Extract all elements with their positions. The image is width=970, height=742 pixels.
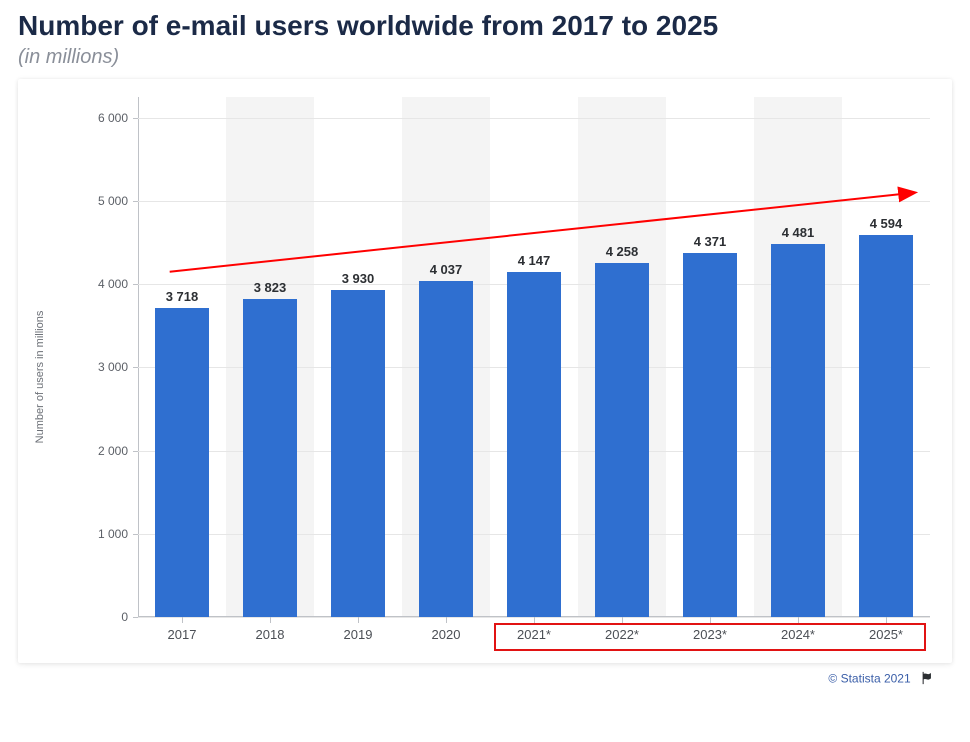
grid-line — [138, 118, 930, 119]
bar-value-label: 3 718 — [166, 289, 199, 308]
x-tick-mark — [270, 617, 271, 623]
y-tick-mark — [133, 534, 138, 535]
y-axis-line — [138, 97, 139, 617]
x-tick-label: 2025* — [842, 617, 930, 657]
bar-value-label: 4 481 — [782, 225, 815, 244]
y-tick-label: 4 000 — [98, 277, 128, 291]
bar: 4 371 — [683, 253, 738, 617]
chart-subtitle: (in millions) — [18, 46, 952, 69]
bar-slot: 4 594 — [842, 97, 930, 617]
x-tick-mark — [622, 617, 623, 623]
x-axis: 20172018201920202021*2022*2023*2024*2025… — [138, 617, 930, 657]
x-tick-label: 2021* — [490, 617, 578, 657]
y-tick-mark — [133, 284, 138, 285]
x-tick-mark — [886, 617, 887, 623]
bar: 4 258 — [595, 263, 650, 617]
plot-area: 3 718 3 823 3 930 4 037 4 147 4 258 4 371 4 481… — [138, 97, 930, 617]
flag-icon[interactable] — [920, 671, 934, 688]
bar-value-label: 4 258 — [606, 244, 639, 263]
bar: 4 037 — [419, 281, 474, 617]
x-tick-mark — [358, 617, 359, 623]
bar: 3 930 — [331, 290, 386, 617]
chart-card: Number of users in millions 3 7183 8233 … — [18, 79, 952, 663]
y-tick-mark — [133, 451, 138, 452]
y-tick-label: 5 000 — [98, 194, 128, 208]
y-tick-label: 0 — [121, 610, 128, 624]
y-tick-label: 6 000 — [98, 111, 128, 125]
bar: 3 823 — [243, 299, 298, 617]
bar-slot: 3 718 — [138, 97, 226, 617]
bar: 4 481 — [771, 244, 826, 617]
x-tick-mark — [534, 617, 535, 623]
bar-slot: 4 371 — [666, 97, 754, 617]
bar: 4 147 — [507, 272, 562, 617]
x-tick-label: 2024* — [754, 617, 842, 657]
bar-slot: 4 037 — [402, 97, 490, 617]
y-tick-mark — [133, 118, 138, 119]
y-tick-label: 2 000 — [98, 444, 128, 458]
bar: 3 718 — [155, 308, 210, 617]
bar-value-label: 4 371 — [694, 234, 727, 253]
x-tick-label: 2022* — [578, 617, 666, 657]
y-tick-label: 1 000 — [98, 527, 128, 541]
x-tick-label: 2018 — [226, 617, 314, 657]
y-axis-title: Number of users in millions — [34, 311, 46, 444]
bar-value-label: 4 594 — [870, 216, 903, 235]
bar-value-label: 4 037 — [430, 262, 463, 281]
bar: 4 594 — [859, 235, 914, 617]
bars-container: 3 718 3 823 3 930 4 037 4 147 4 258 4 371 4 481… — [138, 97, 930, 617]
y-tick-mark — [133, 201, 138, 202]
x-tick-mark — [798, 617, 799, 623]
bar-slot: 4 481 — [754, 97, 842, 617]
bar-slot: 3 930 — [314, 97, 402, 617]
x-tick-mark — [446, 617, 447, 623]
chart-area: Number of users in millions 3 7183 8233 … — [100, 97, 930, 657]
x-tick-label: 2017 — [138, 617, 226, 657]
bar-value-label: 4 147 — [518, 253, 551, 272]
copyright-text: © Statista 2021 — [828, 672, 910, 686]
bar-value-label: 3 823 — [254, 280, 287, 299]
x-tick-label: 2023* — [666, 617, 754, 657]
x-tick-label: 2019 — [314, 617, 402, 657]
x-tick-mark — [182, 617, 183, 623]
bar-slot: 4 258 — [578, 97, 666, 617]
chart-title: Number of e-mail users worldwide from 20… — [18, 10, 952, 42]
chart-footer: © Statista 2021 — [18, 663, 952, 688]
bar-slot: 3 823 — [226, 97, 314, 617]
x-tick-mark — [710, 617, 711, 623]
bar-value-label: 3 930 — [342, 271, 375, 290]
bar-slot: 4 147 — [490, 97, 578, 617]
y-tick-mark — [133, 367, 138, 368]
grid-line — [138, 201, 930, 202]
y-tick-label: 3 000 — [98, 360, 128, 374]
x-tick-label: 2020 — [402, 617, 490, 657]
